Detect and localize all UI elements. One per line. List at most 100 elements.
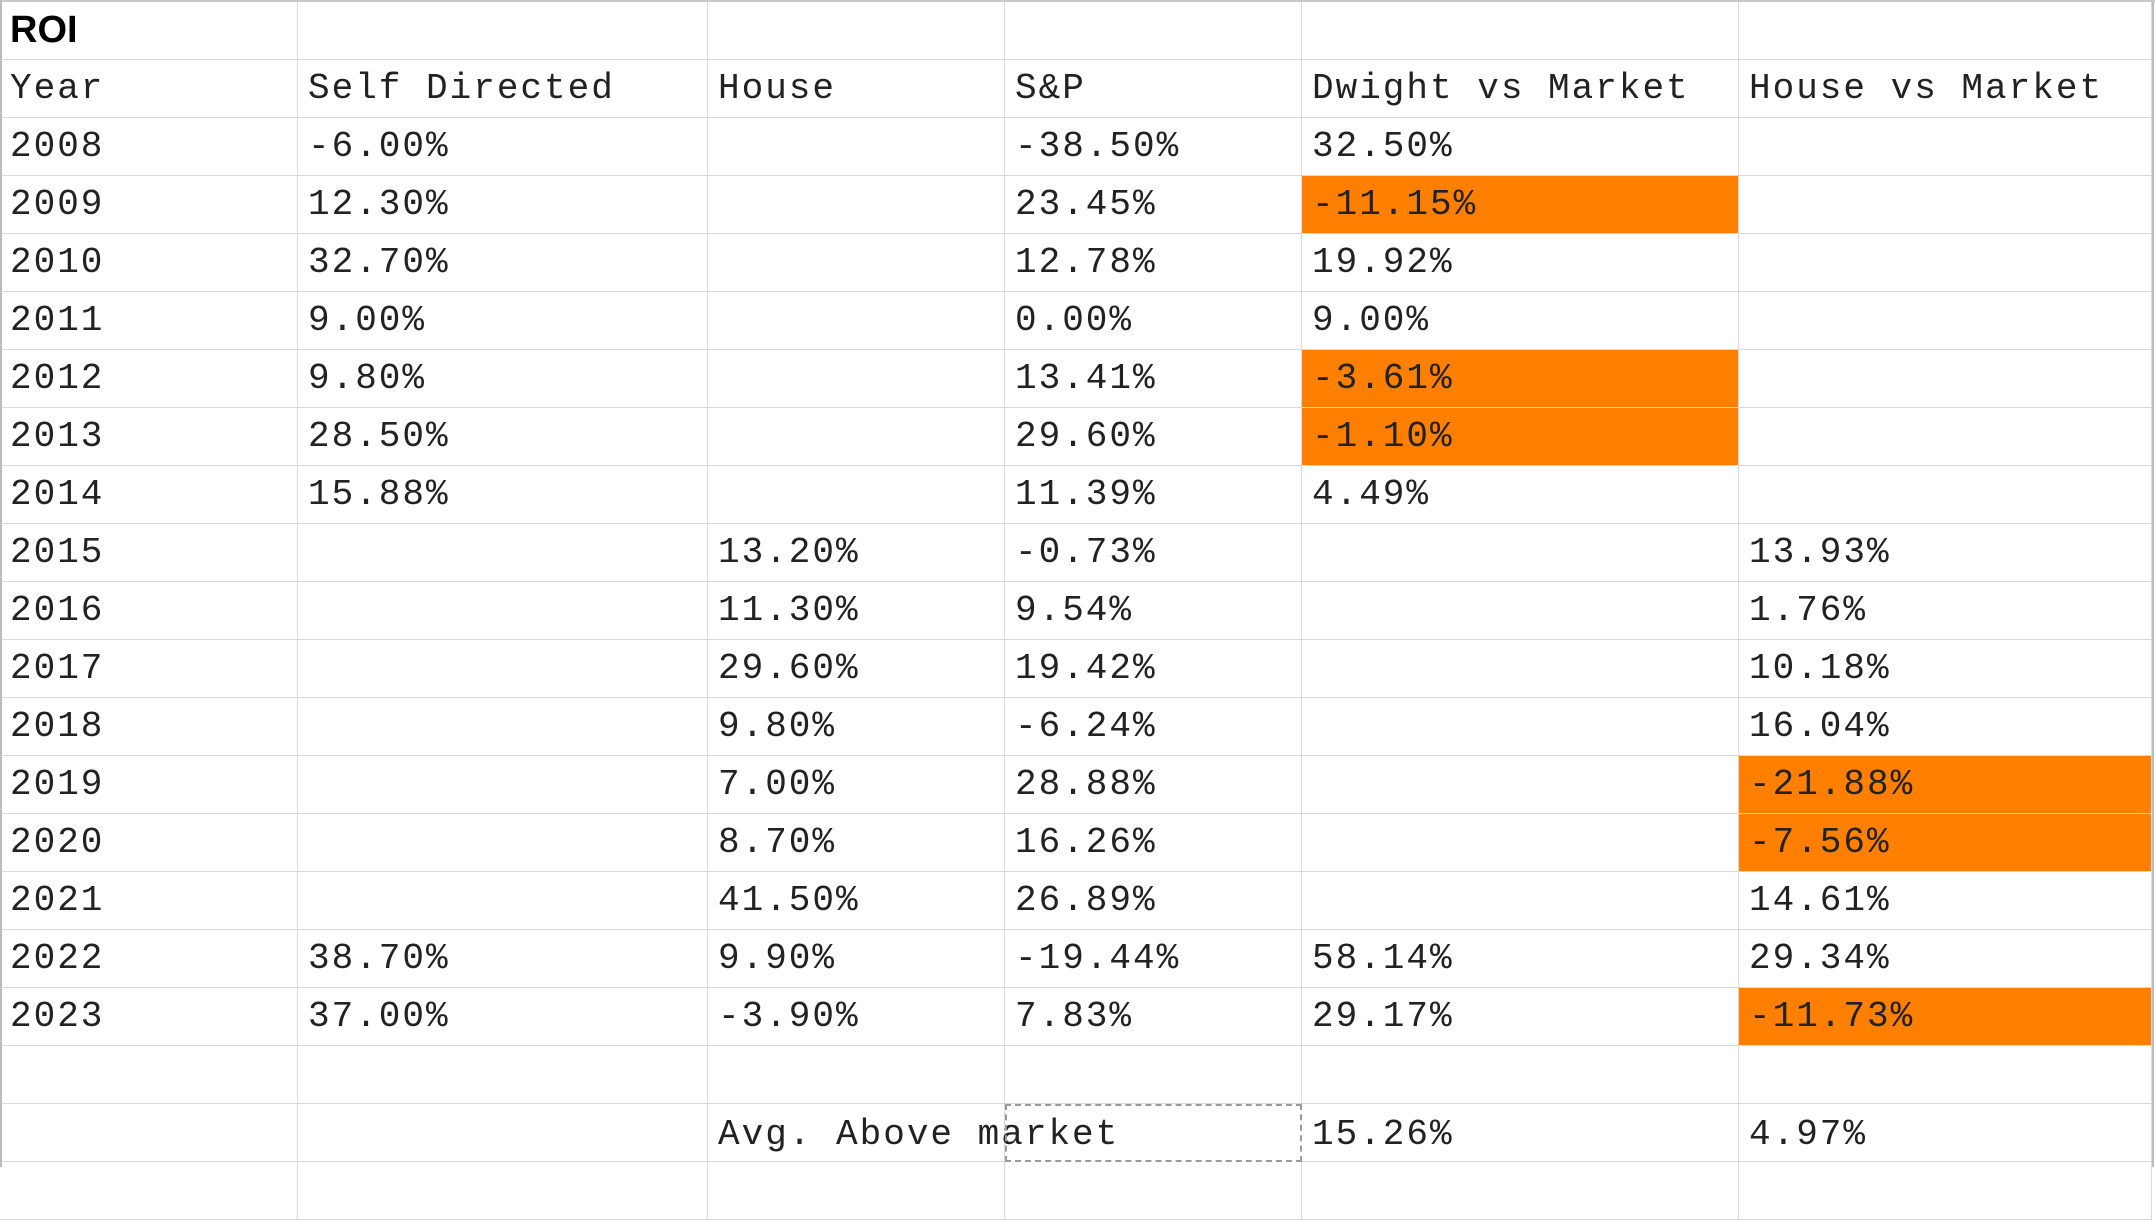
empty-cell[interactable] [1739,0,2152,60]
self-directed-cell[interactable]: 32.70% [298,234,708,292]
house-cell[interactable] [708,118,1005,176]
dwight-vs-market-cell[interactable] [1302,582,1739,640]
empty-cell[interactable] [708,1046,1005,1104]
house-vs-market-cell[interactable]: 16.04% [1739,698,2152,756]
empty-cell[interactable] [298,1104,708,1162]
house-vs-market-cell[interactable] [1739,292,2152,350]
header-cell-year[interactable]: Year [0,60,298,118]
dwight-vs-market-cell[interactable]: -3.61% [1302,350,1739,408]
self-directed-cell[interactable]: 38.70% [298,930,708,988]
house-vs-market-cell[interactable]: 14.61% [1739,872,2152,930]
dwight-vs-market-cell[interactable] [1302,756,1739,814]
year-cell[interactable]: 2012 [0,350,298,408]
sp-cell[interactable]: 9.54% [1005,582,1302,640]
self-directed-cell[interactable]: 12.30% [298,176,708,234]
house-vs-market-cell[interactable]: -21.88% [1739,756,2152,814]
sp-cell[interactable]: 26.89% [1005,872,1302,930]
self-directed-cell[interactable]: 9.00% [298,292,708,350]
dwight-vs-market-cell[interactable] [1302,698,1739,756]
house-cell[interactable] [708,466,1005,524]
house-vs-market-cell[interactable] [1739,466,2152,524]
empty-cell[interactable] [1005,1162,1302,1220]
empty-cell[interactable] [708,1162,1005,1220]
year-cell[interactable]: 2010 [0,234,298,292]
house-cell[interactable] [708,292,1005,350]
empty-cell[interactable] [298,1162,708,1220]
house-cell[interactable] [708,350,1005,408]
year-cell[interactable]: 2021 [0,872,298,930]
year-cell[interactable]: 2009 [0,176,298,234]
year-cell[interactable]: 2019 [0,756,298,814]
sp-cell[interactable]: 12.78% [1005,234,1302,292]
house-cell[interactable] [708,234,1005,292]
self-directed-cell[interactable]: -6.00% [298,118,708,176]
header-cell-sp[interactable]: S&P [1005,60,1302,118]
year-cell[interactable]: 2014 [0,466,298,524]
empty-cell[interactable] [1302,0,1739,60]
sp-cell[interactable]: 29.60% [1005,408,1302,466]
self-directed-cell[interactable] [298,582,708,640]
sp-cell[interactable]: -0.73% [1005,524,1302,582]
year-cell[interactable]: 2015 [0,524,298,582]
year-cell[interactable]: 2020 [0,814,298,872]
self-directed-cell[interactable]: 28.50% [298,408,708,466]
house-cell[interactable]: 13.20% [708,524,1005,582]
house-cell[interactable]: 7.00% [708,756,1005,814]
sp-cell[interactable]: 0.00% [1005,292,1302,350]
year-cell[interactable]: 2023 [0,988,298,1046]
house-cell[interactable]: 29.60% [708,640,1005,698]
sp-cell[interactable]: -19.44% [1005,930,1302,988]
empty-cell[interactable] [0,1104,298,1162]
header-cell-house[interactable]: House [708,60,1005,118]
selected-cell[interactable] [1005,1104,1302,1162]
house-cell[interactable] [708,176,1005,234]
dwight-vs-market-cell[interactable]: 32.50% [1302,118,1739,176]
self-directed-cell[interactable] [298,640,708,698]
house-vs-market-cell[interactable] [1739,234,2152,292]
year-cell[interactable]: 2017 [0,640,298,698]
self-directed-cell[interactable] [298,872,708,930]
empty-cell[interactable] [1005,0,1302,60]
house-vs-market-cell[interactable]: -7.56% [1739,814,2152,872]
year-cell[interactable]: 2008 [0,118,298,176]
sp-cell[interactable]: -38.50% [1005,118,1302,176]
house-cell[interactable]: 9.90% [708,930,1005,988]
dwight-vs-market-cell[interactable]: -11.15% [1302,176,1739,234]
empty-cell[interactable] [298,0,708,60]
dwight-vs-market-cell[interactable]: 19.92% [1302,234,1739,292]
empty-cell[interactable] [0,1046,298,1104]
sp-cell[interactable]: -6.24% [1005,698,1302,756]
house-vs-market-cell[interactable]: -11.73% [1739,988,2152,1046]
house-vs-market-cell[interactable] [1739,408,2152,466]
sp-cell[interactable]: 19.42% [1005,640,1302,698]
header-cell-house-vs-market[interactable]: House vs Market [1739,60,2152,118]
house-vs-market-cell[interactable] [1739,176,2152,234]
empty-cell[interactable] [1739,1162,2152,1220]
sp-cell[interactable]: 16.26% [1005,814,1302,872]
empty-cell[interactable] [0,1162,298,1220]
self-directed-cell[interactable]: 15.88% [298,466,708,524]
empty-cell[interactable] [1302,1046,1739,1104]
sp-cell[interactable]: 23.45% [1005,176,1302,234]
empty-cell[interactable] [1739,1046,2152,1104]
dwight-vs-market-cell[interactable] [1302,814,1739,872]
house-vs-market-cell[interactable]: 10.18% [1739,640,2152,698]
year-cell[interactable]: 2013 [0,408,298,466]
year-cell[interactable]: 2016 [0,582,298,640]
dwight-vs-market-cell[interactable]: 9.00% [1302,292,1739,350]
avg-above-market-label[interactable]: Avg. Above market [708,1104,1117,1162]
house-vs-market-cell[interactable] [1739,118,2152,176]
dwight-vs-market-cell[interactable]: 29.17% [1302,988,1739,1046]
header-cell-dwight-vs-market[interactable]: Dwight vs Market [1302,60,1739,118]
sp-cell[interactable]: 7.83% [1005,988,1302,1046]
self-directed-cell[interactable] [298,756,708,814]
dwight-vs-market-cell[interactable] [1302,524,1739,582]
empty-cell[interactable] [298,1046,708,1104]
house-vs-market-cell[interactable]: 29.34% [1739,930,2152,988]
house-cell[interactable]: 41.50% [708,872,1005,930]
house-vs-market-cell[interactable]: 13.93% [1739,524,2152,582]
house-vs-market-cell[interactable] [1739,350,2152,408]
dwight-vs-market-cell[interactable]: 4.49% [1302,466,1739,524]
self-directed-cell[interactable] [298,814,708,872]
house-cell[interactable]: 9.80% [708,698,1005,756]
